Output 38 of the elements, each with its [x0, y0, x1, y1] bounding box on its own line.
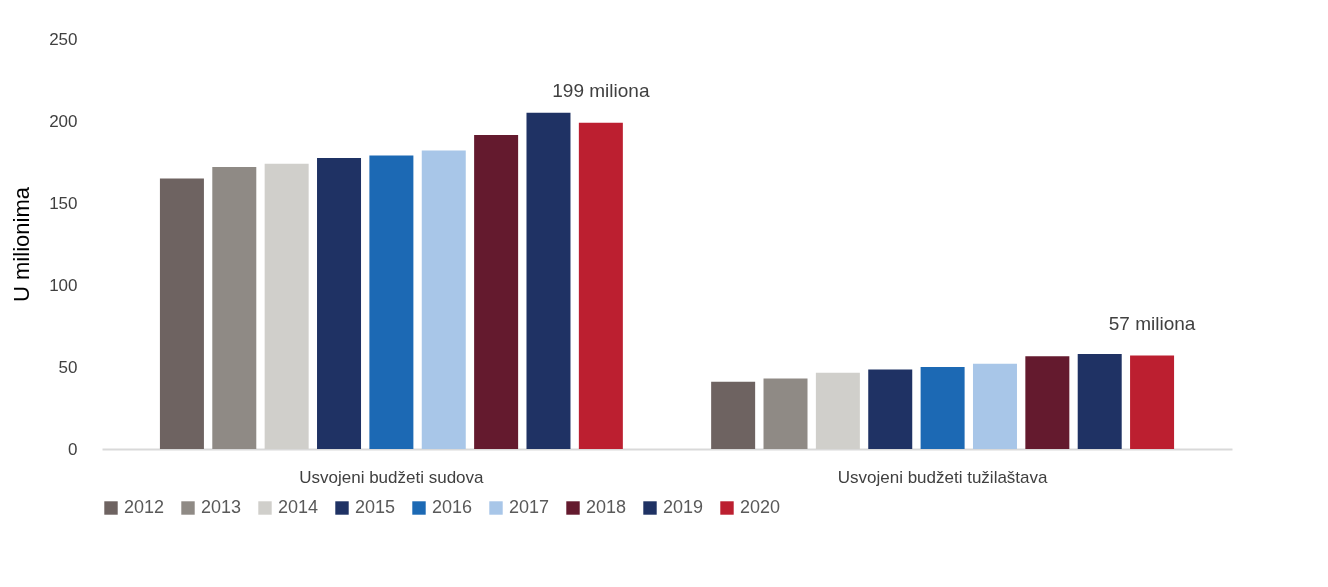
- bar: [920, 367, 965, 449]
- y-axis-title: U milionima: [9, 186, 35, 302]
- bar: [317, 157, 362, 449]
- annotation: 199 miliona: [552, 79, 650, 101]
- bar: [972, 363, 1017, 449]
- legend-label: 2014: [278, 497, 319, 517]
- x-tick-label: Usvojeni budžeti tužilaštava: [837, 467, 1049, 487]
- bar: [474, 134, 519, 449]
- bar: [578, 122, 623, 449]
- bar: [526, 112, 571, 449]
- legend-label: 2019: [663, 497, 704, 517]
- legend-label: 2015: [355, 497, 396, 517]
- legend-label: 2016: [432, 497, 473, 517]
- bar: [264, 163, 309, 449]
- bar: [421, 150, 466, 449]
- annotation: 57 miliona: [1108, 312, 1196, 334]
- bar: [1077, 353, 1122, 449]
- y-tick-label: 150: [49, 193, 78, 213]
- y-tick-label: 100: [49, 275, 78, 295]
- bar: [1025, 356, 1070, 449]
- legend-label: 2012: [124, 497, 165, 517]
- bar: [815, 372, 860, 449]
- legend-label: 2013: [201, 497, 242, 517]
- bar: [1130, 355, 1175, 449]
- bar: [369, 155, 414, 449]
- bar: [212, 166, 257, 449]
- y-tick-label: 250: [49, 29, 78, 49]
- bar: [763, 378, 808, 449]
- bar: [159, 178, 204, 449]
- legend-label: 2017: [509, 497, 550, 517]
- bar: [711, 381, 756, 449]
- y-tick-label: 50: [58, 357, 78, 377]
- x-tick-label: Usvojeni budžeti sudova: [299, 467, 485, 487]
- legend-label: 2018: [586, 497, 627, 517]
- y-tick-label: 200: [49, 111, 78, 131]
- bar: [868, 369, 913, 449]
- y-tick-label: 0: [68, 439, 78, 459]
- legend-label: 2020: [740, 497, 781, 517]
